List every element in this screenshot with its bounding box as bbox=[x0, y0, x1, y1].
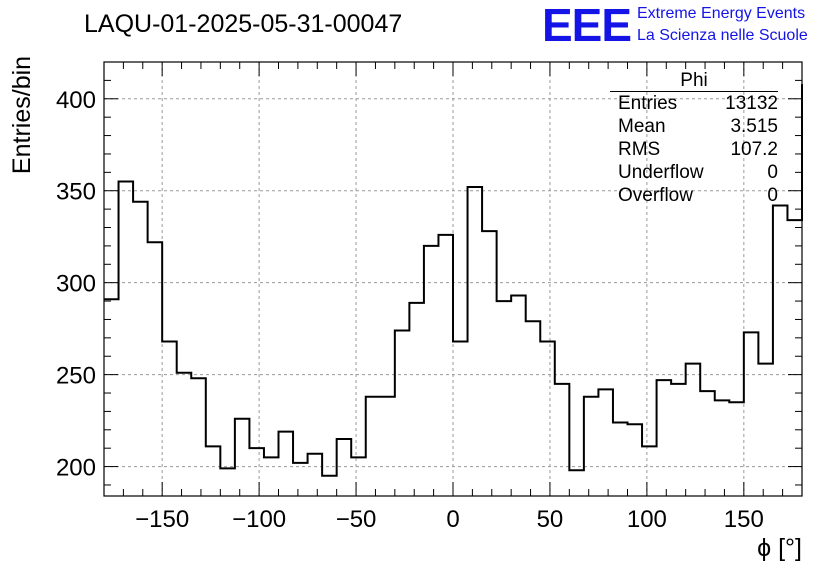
stats-value: 3.515 bbox=[730, 116, 778, 137]
histogram-bin bbox=[337, 439, 352, 496]
histogram-bin bbox=[438, 235, 453, 496]
histogram-bin bbox=[148, 242, 163, 496]
histogram-bin bbox=[395, 330, 410, 496]
histogram-bin bbox=[191, 378, 206, 496]
histogram-bin bbox=[322, 476, 337, 496]
histogram-bin bbox=[526, 321, 541, 496]
logo-text: Extreme Energy Events La Scienza nelle S… bbox=[637, 3, 808, 47]
stats-box-title: Phi bbox=[610, 70, 778, 92]
eee-logo-icon: EEE bbox=[542, 0, 632, 51]
x-tick-label: 50 bbox=[537, 506, 564, 533]
histogram-bin bbox=[497, 301, 512, 496]
stats-row: Entries 13132 bbox=[610, 92, 778, 115]
histogram-bin bbox=[555, 384, 570, 496]
histogram-bin bbox=[657, 380, 672, 496]
stats-value: 0 bbox=[767, 162, 778, 183]
stats-label: Mean bbox=[618, 116, 666, 137]
histogram-bin bbox=[642, 446, 657, 496]
stats-row: RMS 107.2 bbox=[610, 138, 778, 161]
logo-line-2: La Scienza nelle Scuole bbox=[637, 27, 808, 44]
stats-label: Entries bbox=[618, 93, 678, 114]
x-tick-label: 100 bbox=[627, 506, 667, 533]
histogram-bin bbox=[773, 205, 788, 496]
stats-row: Overflow 0 bbox=[610, 184, 778, 207]
stats-label: Overflow bbox=[618, 185, 693, 206]
histogram-bin bbox=[264, 457, 279, 496]
histogram-bin bbox=[511, 296, 526, 496]
histogram-bin bbox=[758, 364, 773, 496]
x-tick-label: −100 bbox=[232, 506, 286, 533]
histogram-bin bbox=[540, 342, 555, 496]
histogram-bin bbox=[671, 384, 686, 496]
histogram-bin bbox=[220, 468, 235, 496]
y-tick-label: 400 bbox=[56, 87, 96, 114]
stats-box: Phi Entries 13132 Mean 3.515 RMS 107.2 Unde… bbox=[610, 70, 778, 207]
stats-value: 0 bbox=[767, 185, 778, 206]
histogram-bin bbox=[177, 373, 192, 496]
histogram-bin bbox=[162, 342, 177, 496]
histogram-bin bbox=[482, 231, 497, 496]
chart-title: LAQU-01-2025-05-31-00047 bbox=[84, 10, 403, 38]
histogram-bin bbox=[133, 202, 148, 496]
y-tick-label: 200 bbox=[56, 455, 96, 482]
histogram-bin bbox=[366, 397, 381, 496]
histogram-bin bbox=[249, 448, 264, 496]
histogram-bin bbox=[598, 389, 613, 496]
histogram-bin bbox=[235, 419, 250, 496]
histogram-bin bbox=[468, 187, 483, 496]
stats-value: 13132 bbox=[725, 93, 778, 114]
x-tick-label: −150 bbox=[135, 506, 189, 533]
x-tick-label: −50 bbox=[336, 506, 377, 533]
histogram-bin bbox=[744, 332, 759, 496]
histogram-bin bbox=[424, 246, 439, 496]
y-tick-label: 350 bbox=[56, 179, 96, 206]
histogram-bin bbox=[715, 400, 730, 496]
y-tick-label: 250 bbox=[56, 363, 96, 390]
x-tick-label: 0 bbox=[446, 506, 459, 533]
x-axis-label: ϕ [°] bbox=[757, 534, 802, 562]
stats-label: RMS bbox=[618, 139, 661, 160]
y-axis-label: Entries/bin bbox=[8, 55, 36, 175]
histogram-bin bbox=[453, 342, 468, 496]
stats-row: Underflow 0 bbox=[610, 161, 778, 184]
histogram-bin bbox=[104, 299, 119, 496]
histogram-bin bbox=[700, 391, 715, 496]
stats-label: Underflow bbox=[618, 162, 704, 183]
y-tick-label: 300 bbox=[56, 271, 96, 298]
histogram-bin bbox=[279, 432, 294, 496]
stats-row: Mean 3.515 bbox=[610, 115, 778, 138]
logo-line-1: Extreme Energy Events bbox=[637, 5, 806, 22]
histogram-bin bbox=[613, 422, 628, 496]
histogram-bin bbox=[569, 470, 584, 496]
histogram-bin bbox=[206, 446, 221, 496]
histogram-bin bbox=[308, 454, 323, 496]
histogram-bin bbox=[293, 463, 308, 496]
histogram-bin bbox=[628, 424, 643, 496]
histogram-bin bbox=[686, 364, 701, 496]
histogram-bin bbox=[409, 303, 424, 496]
stats-value: 107.2 bbox=[730, 139, 778, 160]
histogram-bin bbox=[119, 182, 134, 496]
histogram-bin bbox=[787, 220, 802, 496]
histogram-series-line bbox=[104, 84, 803, 477]
histogram-bin bbox=[584, 397, 599, 496]
histogram-bin bbox=[729, 402, 744, 496]
histogram-bin bbox=[380, 397, 395, 496]
histogram-bin bbox=[351, 457, 366, 496]
x-tick-label: 150 bbox=[724, 506, 764, 533]
